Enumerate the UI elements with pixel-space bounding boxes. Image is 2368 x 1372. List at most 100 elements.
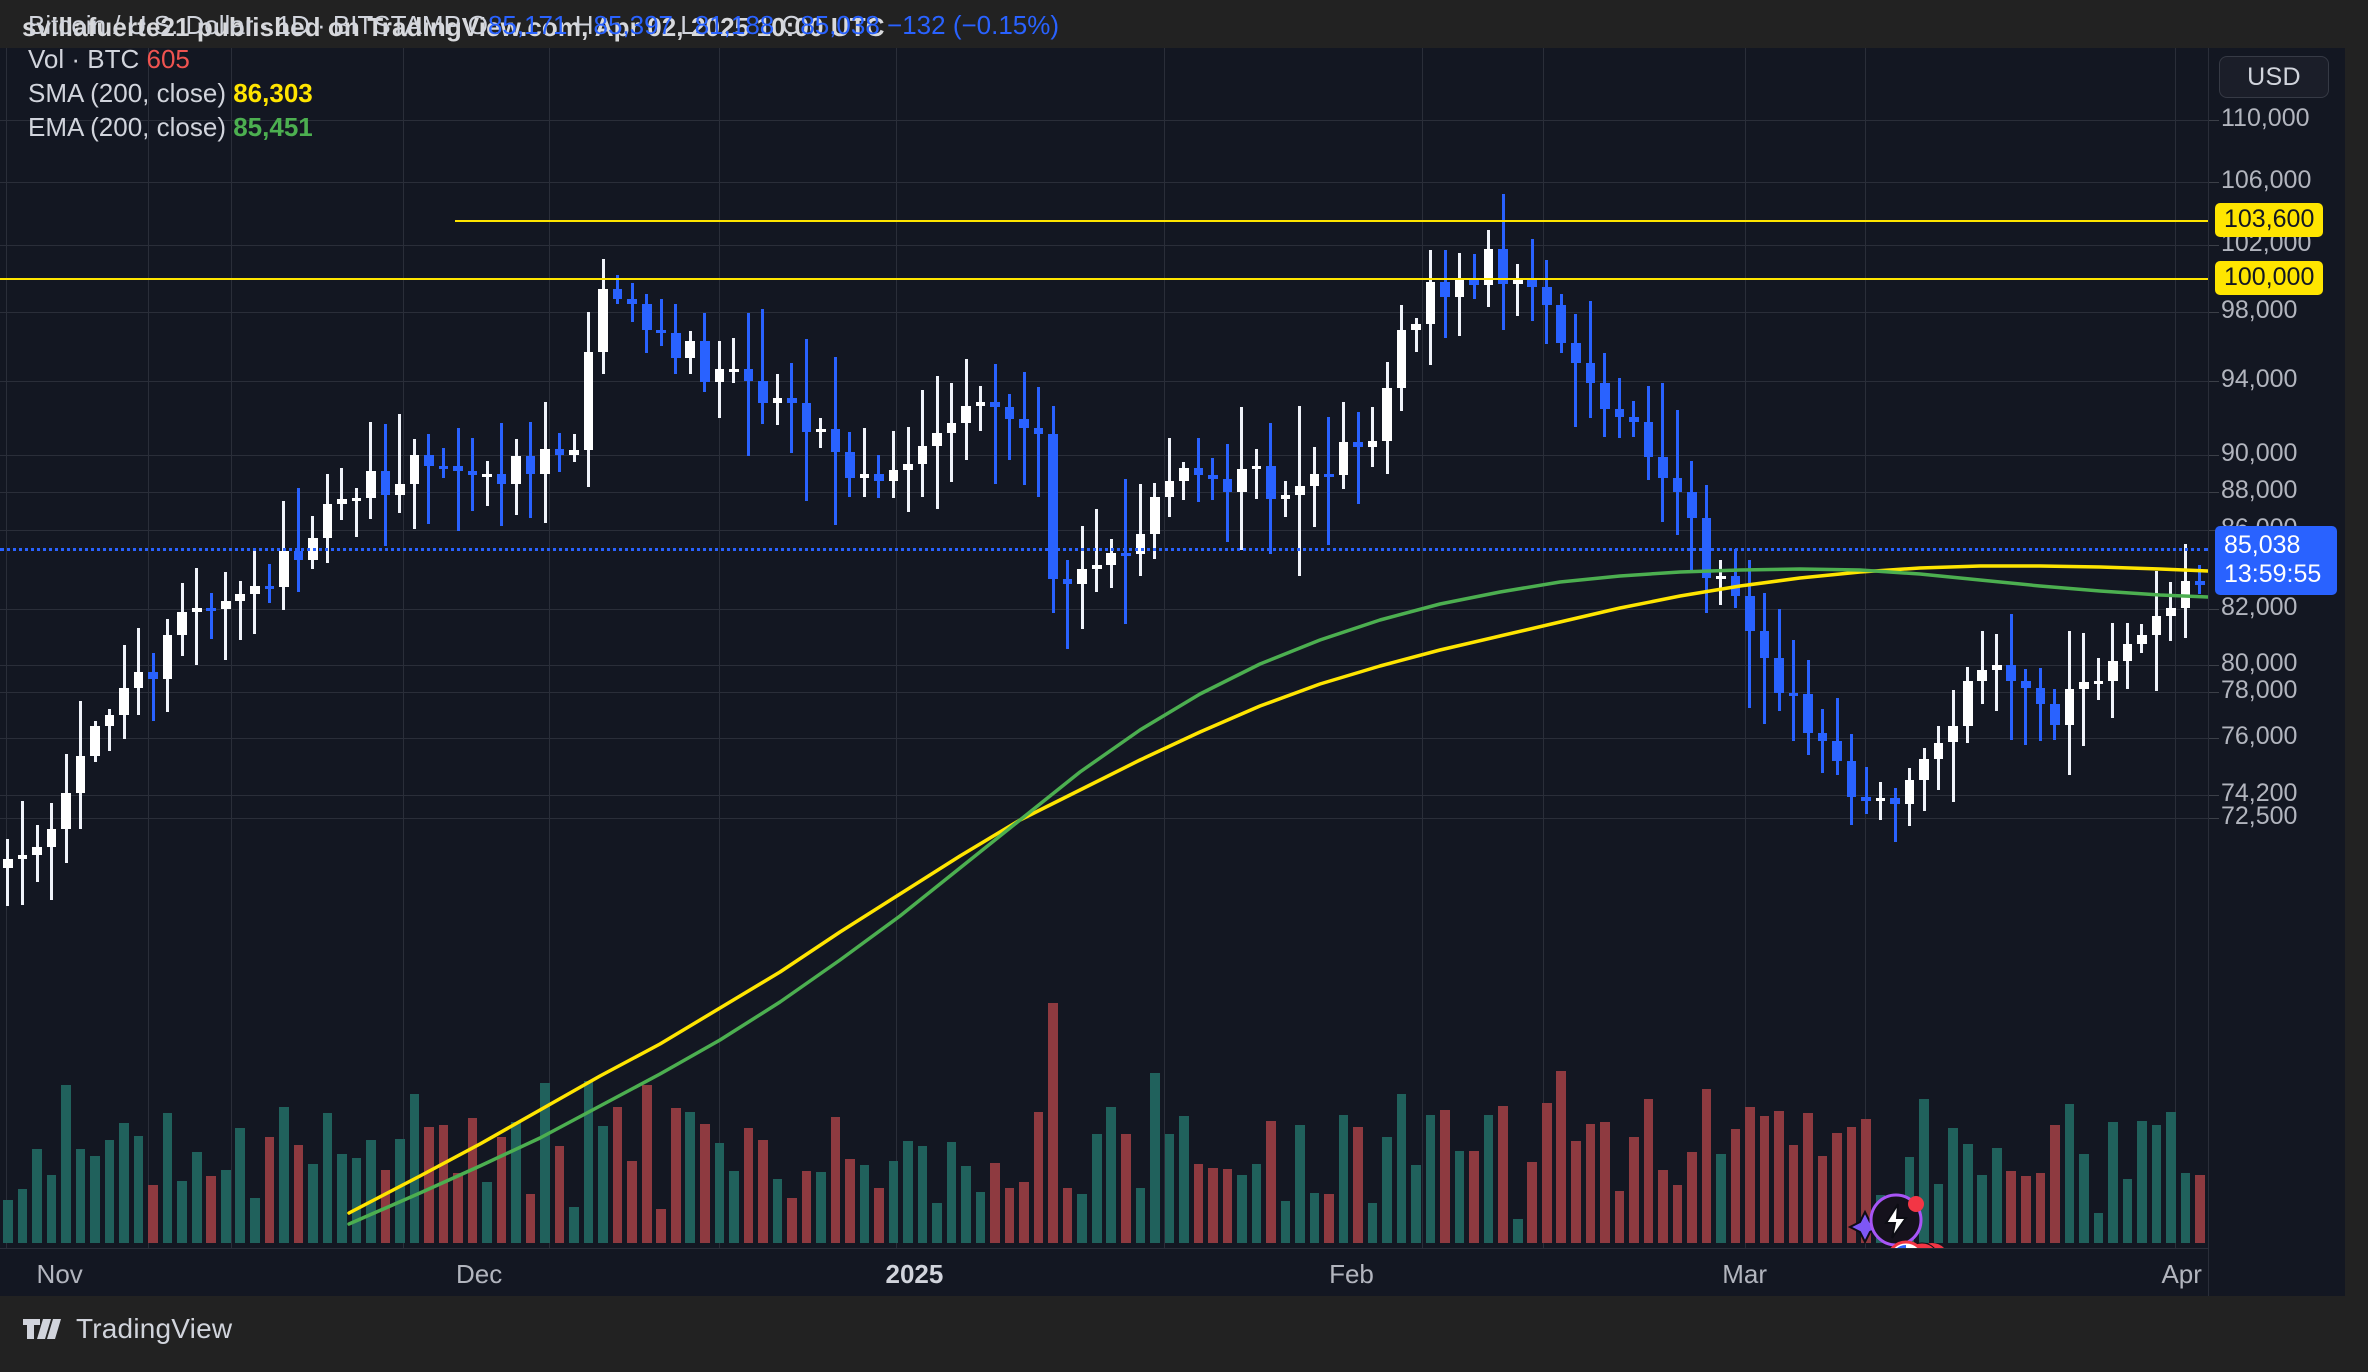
volume-bar <box>758 1140 768 1243</box>
volume-bar <box>1266 1120 1276 1243</box>
currency-badge[interactable]: USD <box>2219 56 2329 98</box>
legend-sma-row[interactable]: SMA (200, close) 86,303 <box>28 76 1059 110</box>
volume-bar <box>2180 1173 2191 1243</box>
volume-bar <box>1062 1187 1073 1243</box>
candle-body <box>540 448 550 474</box>
candle-body <box>1672 477 1683 492</box>
candle-wick <box>1356 411 1360 504</box>
candle-body <box>1991 664 2002 671</box>
candle-body <box>801 402 812 432</box>
volume-bar <box>1759 1115 1770 1243</box>
candle-wick <box>441 448 445 479</box>
candle-body <box>1904 779 1915 805</box>
candle <box>946 48 957 1248</box>
candle <box>1629 48 1639 1248</box>
legend-symbol-row[interactable]: Bitcoin / U.S. Dollar · 1D · BITSTAMP O8… <box>28 8 1059 42</box>
candle-body <box>772 397 783 404</box>
candle <box>1948 48 1958 1248</box>
candle-body <box>104 714 115 727</box>
candle-body <box>351 497 362 501</box>
volume-bar <box>1672 1184 1683 1243</box>
candle <box>1382 48 1392 1248</box>
gridline-v <box>148 48 149 1248</box>
economic-event-icons[interactable] <box>1838 1176 1968 1248</box>
volume-bar <box>293 1144 304 1243</box>
legend-high-key: H <box>574 10 594 40</box>
volume-bar <box>1730 1129 1741 1243</box>
volume-bar <box>46 1175 57 1243</box>
time-label-Nov: Nov <box>36 1259 83 1289</box>
time-label-Mar: Mar <box>1722 1259 1768 1289</box>
volume-bar <box>322 1112 333 1243</box>
price-level-100000[interactable] <box>0 278 2208 280</box>
volume-bar <box>1600 1121 1610 1243</box>
candle <box>1730 48 1741 1248</box>
level-label-103600[interactable]: 103,600 <box>2215 203 2324 237</box>
legend-sma-label: SMA (200, close) <box>28 78 226 108</box>
volume-bar <box>787 1197 797 1243</box>
candle <box>1788 48 1799 1248</box>
candle-body <box>787 397 797 403</box>
candle-wick <box>1617 378 1621 438</box>
candle-wick <box>862 428 866 497</box>
candle <box>1614 48 1625 1248</box>
candle <box>235 48 246 1248</box>
candle-body <box>1077 568 1087 584</box>
gridline-h <box>0 312 2208 313</box>
current-price-pill[interactable]: 85,038 13:59:55 <box>2215 526 2337 595</box>
level-label-100000[interactable]: 100,000 <box>2215 261 2324 295</box>
candle-wick <box>1472 254 1476 299</box>
tradingview-logo-icon <box>23 1319 61 1339</box>
volume-bar <box>308 1163 318 1243</box>
candle-body <box>206 607 217 611</box>
candle <box>1512 48 1523 1248</box>
candle-body <box>1788 693 1799 697</box>
candle <box>714 48 725 1248</box>
time-axis[interactable]: Nov Dec 2025 Feb Mar Apr <box>0 1248 2208 1296</box>
time-label-Apr: Apr <box>2161 1259 2202 1289</box>
candle-body <box>1556 304 1567 344</box>
candle-body <box>1716 575 1726 579</box>
price-pane[interactable] <box>0 48 2208 1248</box>
volume-bar <box>1629 1137 1639 1243</box>
candle-body <box>2021 681 2031 689</box>
volume-bar <box>1701 1088 1712 1243</box>
candle <box>975 48 986 1248</box>
candle-body <box>903 464 913 471</box>
candle-wick <box>1762 592 1766 725</box>
tick-mark <box>2209 609 2219 610</box>
candle <box>1324 48 1334 1248</box>
plot-area[interactable] <box>0 48 2208 1248</box>
candle-wick <box>21 801 24 905</box>
candle <box>1803 48 1813 1248</box>
candle-body <box>279 551 289 587</box>
volume-bar <box>1411 1164 1421 1243</box>
candle-wick <box>2096 658 2100 700</box>
price-axis[interactable]: USD 110,000 106,000 102,000 98,000 94,000 90,… <box>2208 48 2345 1296</box>
legend-volume-row[interactable]: Vol · BTC 605 <box>28 42 1059 76</box>
time-label-Dec: Dec <box>456 1259 503 1289</box>
legend-ema-row[interactable]: EMA (200, close) 85,451 <box>28 110 1059 144</box>
candle-body <box>729 368 739 372</box>
volume-bar <box>337 1153 347 1243</box>
candle <box>482 48 492 1248</box>
volume-bar <box>453 1172 463 1243</box>
tick-mark <box>2209 665 2219 666</box>
tick-mark <box>2209 795 2219 796</box>
volume-bar <box>2166 1112 2176 1243</box>
volume-bar <box>1135 1188 1146 1243</box>
candle <box>1919 48 1929 1248</box>
footer: TradingView <box>22 1313 232 1345</box>
candle-wick <box>1225 444 1229 543</box>
price-level-103600[interactable] <box>455 220 2208 222</box>
volume-bar <box>1004 1188 1015 1243</box>
volume-bar <box>482 1181 492 1243</box>
candle-body <box>90 726 100 757</box>
candle-wick <box>412 439 416 530</box>
candle-wick <box>1516 264 1520 316</box>
candle-wick <box>2038 667 2042 741</box>
candle-wick <box>790 362 794 454</box>
candle <box>917 48 928 1248</box>
candle-wick <box>993 364 997 485</box>
candle-body <box>2180 580 2191 608</box>
